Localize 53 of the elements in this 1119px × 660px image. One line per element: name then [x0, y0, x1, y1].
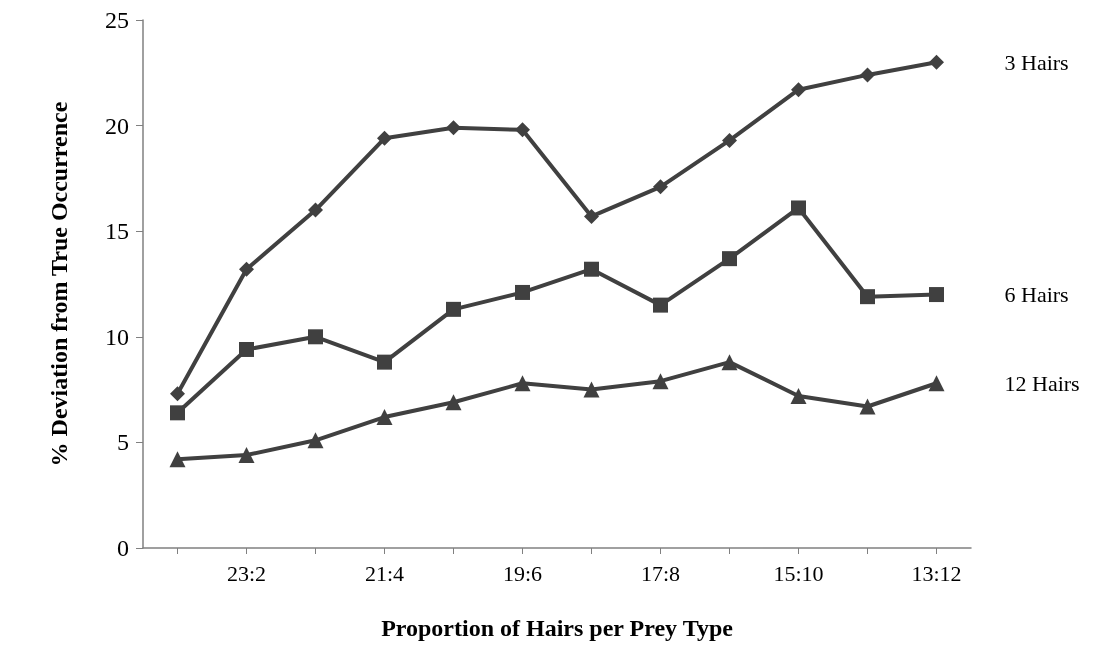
point [376, 409, 393, 426]
point [790, 387, 807, 404]
y-tick-label: 25 [105, 7, 129, 33]
y-tick-label: 20 [105, 112, 129, 139]
point [583, 381, 600, 398]
point [308, 329, 323, 345]
point [722, 251, 737, 267]
point [860, 67, 875, 83]
y-tick-label: 5 [117, 429, 129, 456]
point [722, 132, 737, 148]
point [860, 289, 875, 305]
point [170, 405, 185, 421]
point [791, 200, 806, 216]
text: 12 Hairs [1004, 370, 1080, 396]
point [859, 398, 876, 415]
point [239, 261, 254, 277]
point [653, 179, 668, 195]
text: 3 Hairs [1004, 49, 1069, 75]
point [377, 354, 392, 370]
point [169, 451, 186, 468]
point [515, 122, 530, 138]
point [721, 354, 738, 371]
x-tick-label: 21:4 [364, 560, 405, 586]
point [928, 375, 945, 392]
x-tick-label: 19:6 [502, 560, 543, 586]
y-tick-label: 15 [105, 218, 129, 245]
point [929, 287, 944, 303]
point [239, 341, 254, 357]
point [377, 130, 392, 146]
x-tick-label: 17:8 [640, 560, 681, 586]
point [308, 202, 323, 218]
point [652, 373, 669, 390]
x-tick-label: 23:2 [226, 560, 267, 586]
point [515, 284, 530, 300]
point [170, 386, 185, 402]
point [446, 301, 461, 317]
y-tick-label: 10 [105, 323, 129, 350]
text: 6 Hairs [1004, 282, 1069, 308]
point [446, 120, 461, 136]
x-tick-label: 13:12 [911, 560, 962, 586]
point [238, 447, 255, 464]
x-tick-label: 15:10 [773, 560, 824, 586]
point [929, 54, 944, 70]
y-tick-label: 0 [117, 535, 129, 561]
point [307, 432, 324, 449]
point [584, 261, 599, 277]
point [791, 82, 806, 98]
point [445, 394, 462, 411]
point [653, 297, 668, 313]
point [514, 375, 531, 392]
y-axis-title: % Deviation from True Occurrence [46, 101, 72, 467]
point [584, 208, 599, 224]
x-axis-title: Proportion of Hairs per Prey Type [381, 615, 734, 641]
